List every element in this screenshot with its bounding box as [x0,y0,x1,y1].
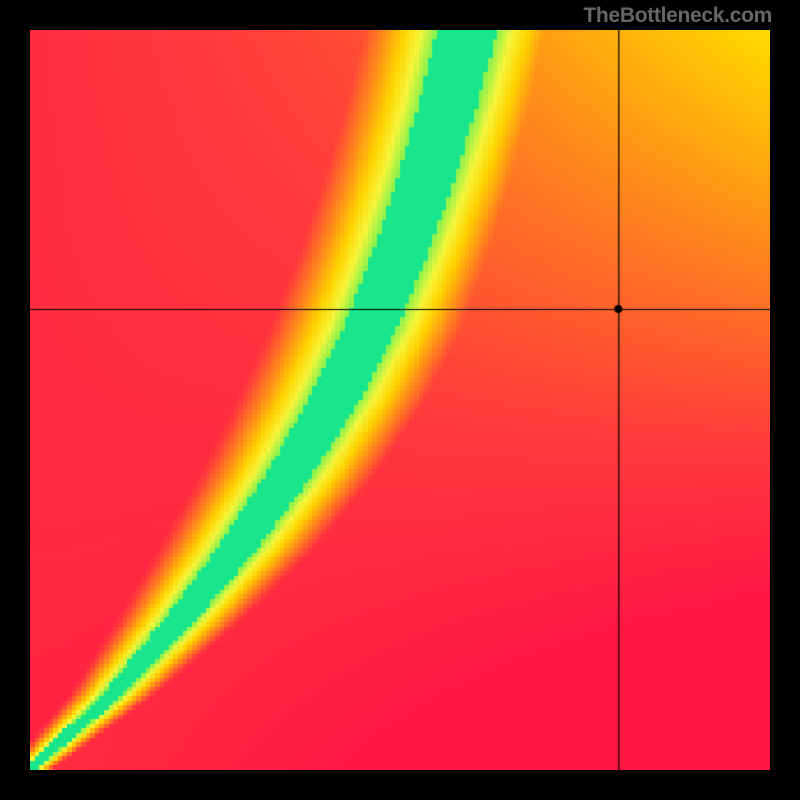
chart-container: TheBottleneck.com [0,0,800,800]
watermark-text: TheBottleneck.com [583,4,772,28]
heatmap-canvas [30,30,770,770]
